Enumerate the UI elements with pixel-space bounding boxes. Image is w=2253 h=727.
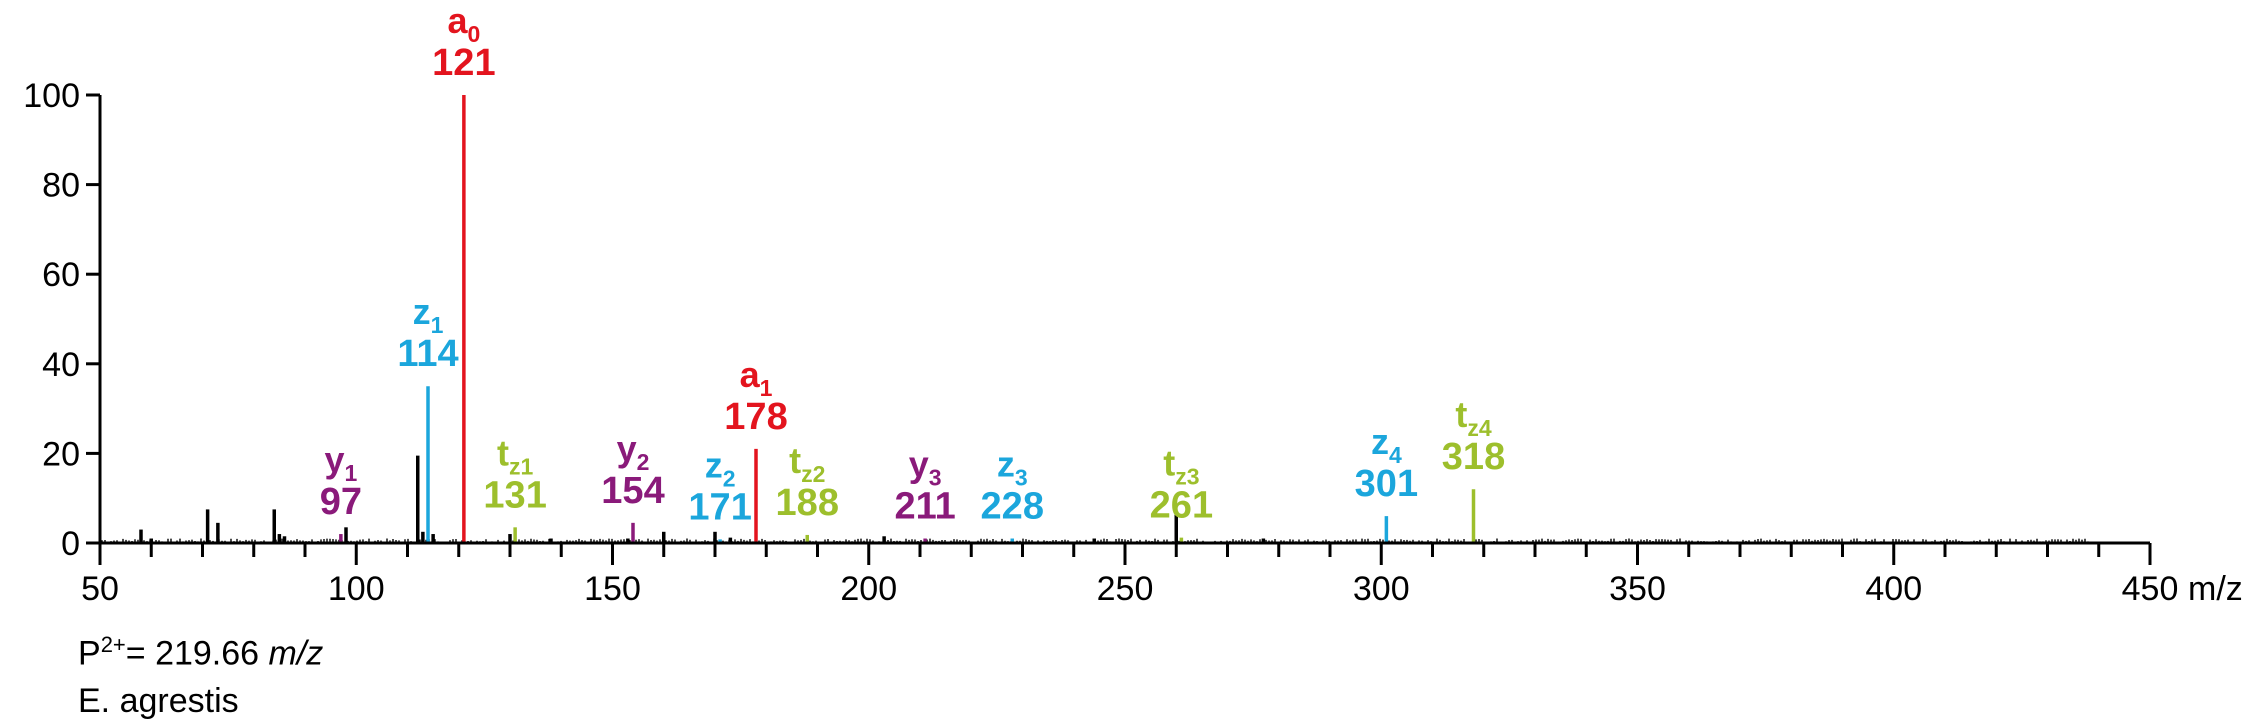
ion-type: y	[617, 428, 637, 469]
ion-type: y	[324, 439, 344, 480]
ion-index: 1	[344, 460, 357, 486]
peak-mz-label-188: 188	[776, 482, 839, 524]
ion-type: t	[789, 440, 801, 481]
y-tick-label-20: 20	[42, 435, 80, 473]
x-tick-label-300: 300	[1353, 570, 1410, 608]
ion-type: a	[447, 0, 468, 41]
ion-type: z	[413, 291, 431, 332]
ion-index: z2	[801, 461, 825, 487]
ion-type: z	[997, 444, 1015, 485]
ion-index: 3	[1015, 465, 1028, 491]
peak-mz-label-261: 261	[1150, 485, 1213, 527]
ion-index: z3	[1175, 464, 1199, 490]
ion-index: z1	[509, 453, 534, 479]
peak-annotations: 121a0114z1178a197y1131tz1154y2171z2188tz…	[320, 0, 1505, 528]
x-axis-label: m/z	[2188, 570, 2243, 608]
peak-ion-label-171: z2	[705, 444, 736, 491]
axes: 0 20 40 60 80 100 50 100 150 200 250 300 350 400 450 m/…	[23, 77, 2243, 608]
peak-mz-label-178: 178	[724, 396, 787, 438]
ion-index: 1	[760, 375, 773, 401]
peak-ion-label-261: tz3	[1163, 443, 1199, 490]
ion-index: z4	[1467, 415, 1492, 441]
ion-index: 3	[929, 465, 942, 491]
ion-type: a	[740, 354, 761, 395]
ion-type: t	[1455, 394, 1467, 435]
peak-ion-label-97: y1	[324, 439, 357, 486]
peak-mz-label-301: 301	[1355, 463, 1418, 505]
peak-ion-label-211: y3	[909, 444, 942, 491]
ion-index: 0	[467, 21, 480, 47]
x-tick-label-200: 200	[840, 570, 897, 608]
peak-mz-label-211: 211	[894, 486, 955, 528]
peak-mz-label-171: 171	[688, 486, 751, 528]
ion-index: 2	[723, 465, 736, 491]
x-tick-label-150: 150	[584, 570, 641, 608]
peak-mz-label-131: 131	[483, 474, 546, 516]
y-tick-label-0: 0	[61, 525, 80, 563]
x-tick-label-100: 100	[328, 570, 385, 608]
ion-type: z	[1371, 421, 1389, 462]
peak-ion-label-228: z3	[997, 444, 1028, 491]
ion-index: 2	[637, 449, 650, 475]
x-tick-label-400: 400	[1865, 570, 1922, 608]
precursor-unit: m/z	[268, 634, 324, 673]
peak-mz-label-97: 97	[320, 481, 362, 523]
peak-ion-label-178: a1	[740, 354, 773, 401]
peak-ion-label-114: z1	[413, 291, 444, 338]
precursor-info: P2+= 219.66 m/z	[78, 632, 323, 673]
x-tick-label-450: 450	[2122, 570, 2179, 608]
peak-mz-label-121: 121	[432, 42, 495, 84]
ion-index: 4	[1389, 442, 1402, 468]
species-name: E. agrestis	[78, 682, 239, 720]
y-tick-label-40: 40	[42, 346, 80, 384]
peak-ion-label-154: y2	[617, 428, 650, 475]
y-tick-label-60: 60	[42, 256, 80, 294]
peak-ion-label-301: z4	[1371, 421, 1402, 468]
y-tick-label-100: 100	[23, 77, 80, 115]
peak-ion-label-131: tz1	[497, 432, 534, 479]
peak-mz-label-154: 154	[601, 470, 664, 512]
peak-mz-label-318: 318	[1442, 436, 1505, 478]
peak-ion-label-318: tz4	[1455, 394, 1492, 441]
y-tick-label-80: 80	[42, 167, 80, 205]
peak-ion-label-121: a0	[447, 0, 480, 47]
peak-ion-label-188: tz2	[789, 440, 825, 487]
ion-type: t	[1163, 443, 1175, 484]
x-tick-label-250: 250	[1097, 570, 1154, 608]
precursor-charge: 2+	[100, 632, 126, 657]
ion-index: 1	[431, 312, 444, 338]
ion-type: z	[705, 444, 723, 485]
precursor-prefix: P	[78, 634, 101, 673]
precursor-value: = 219.66	[125, 634, 269, 673]
ion-type: y	[909, 444, 929, 485]
x-tick-label-50: 50	[81, 570, 119, 608]
ion-type: t	[497, 432, 509, 473]
x-tick-label-350: 350	[1609, 570, 1666, 608]
peak-mz-label-228: 228	[981, 486, 1044, 528]
peak-mz-label-114: 114	[397, 333, 458, 375]
peaks	[139, 95, 1476, 543]
